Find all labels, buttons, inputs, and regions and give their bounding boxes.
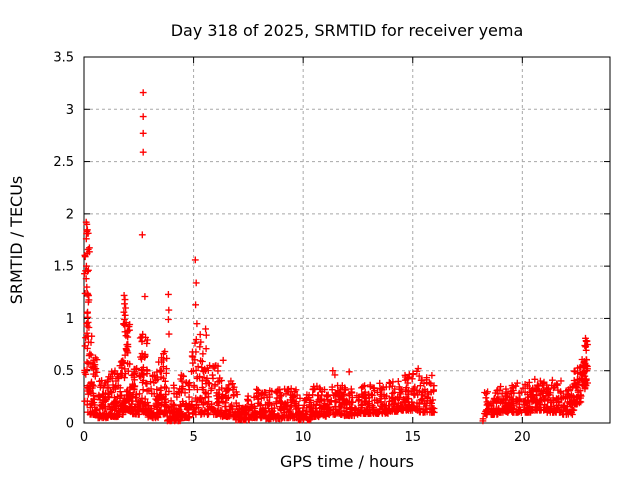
y-tick-label: 1 — [66, 312, 74, 327]
x-tick-label: 0 — [80, 430, 88, 445]
chart-title: Day 318 of 2025, SRMTID for receiver yem… — [171, 21, 524, 40]
label-layer: Day 318 of 2025, SRMTID for receiver yem… — [7, 21, 523, 471]
x-tick-label: 5 — [189, 430, 197, 445]
y-tick-label: 3 — [66, 103, 74, 118]
grid-layer — [84, 57, 610, 423]
y-tick-label: 3.5 — [53, 51, 74, 66]
plot-border — [83, 56, 611, 424]
y-axis-label: SRMTID / TECUs — [7, 176, 26, 305]
y-tick-label: 2.5 — [53, 155, 74, 170]
x-tick-label: 15 — [404, 430, 421, 445]
points-layer — [81, 89, 591, 425]
y-tick-label: 0.5 — [53, 364, 74, 379]
axis-layer: 0 5 10 15 20 0 0.5 1 1.5 2 2.5 3 3.5 — [53, 51, 611, 445]
x-tick-label: 10 — [295, 430, 312, 445]
y-tick-label: 0 — [66, 417, 74, 432]
x-axis-label: GPS time / hours — [280, 452, 414, 471]
x-tick-label: 20 — [514, 430, 531, 445]
scatter-points — [81, 89, 591, 425]
y-tick-label: 2 — [66, 207, 74, 222]
y-tick-label: 1.5 — [53, 260, 74, 275]
